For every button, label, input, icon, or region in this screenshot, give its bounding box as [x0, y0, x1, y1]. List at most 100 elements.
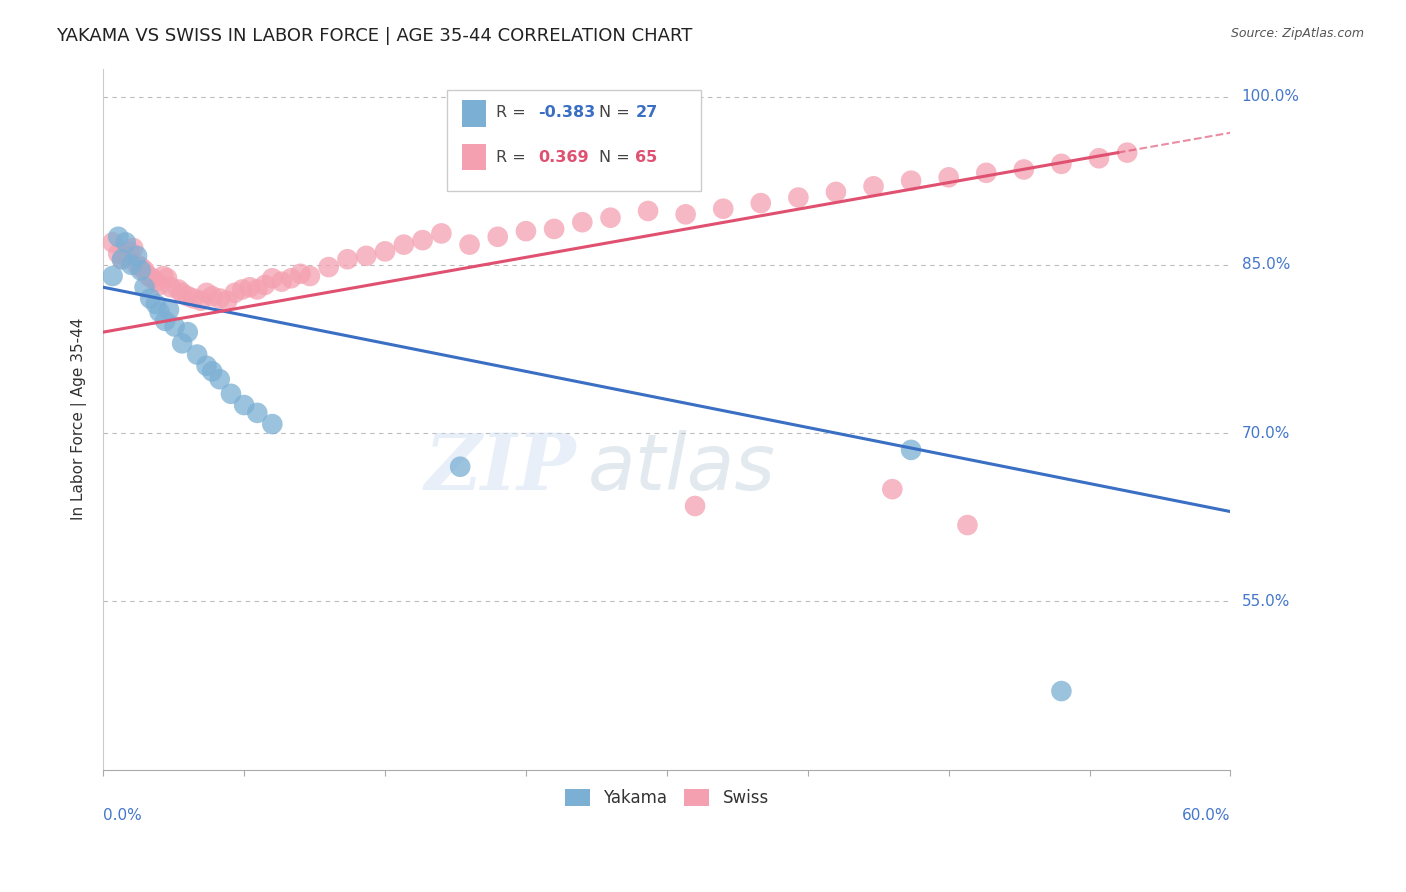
Point — [201, 364, 224, 378]
Point — [1012, 162, 1035, 177]
Text: atlas: atlas — [588, 430, 776, 506]
Point — [148, 278, 170, 293]
Point — [486, 229, 509, 244]
Point — [1116, 145, 1139, 160]
Point — [156, 271, 179, 285]
Point — [177, 289, 200, 303]
Point — [145, 297, 167, 311]
Point — [262, 417, 284, 431]
Point — [900, 174, 922, 188]
Text: N =: N = — [599, 150, 636, 165]
Point — [141, 271, 163, 285]
Point — [1050, 157, 1073, 171]
Point — [231, 283, 253, 297]
Point — [825, 185, 848, 199]
Point — [157, 302, 180, 317]
Point — [280, 271, 302, 285]
Point — [1088, 151, 1111, 165]
Point — [637, 204, 659, 219]
Point — [172, 285, 194, 300]
Point — [107, 229, 129, 244]
Text: -0.383: -0.383 — [538, 105, 596, 120]
Point — [599, 211, 621, 225]
Point — [139, 292, 162, 306]
Point — [177, 325, 200, 339]
Point — [543, 222, 565, 236]
Text: Source: ZipAtlas.com: Source: ZipAtlas.com — [1230, 27, 1364, 40]
Text: 0.0%: 0.0% — [103, 808, 142, 823]
Text: 55.0%: 55.0% — [1241, 594, 1289, 609]
Point — [129, 260, 152, 274]
Point — [239, 280, 262, 294]
Point — [118, 244, 141, 259]
Point — [246, 406, 269, 420]
Point — [900, 442, 922, 457]
Text: 100.0%: 100.0% — [1241, 89, 1299, 104]
Point — [711, 202, 734, 216]
Point — [155, 314, 177, 328]
Point — [172, 336, 194, 351]
Text: 0.369: 0.369 — [538, 150, 589, 165]
Point — [1050, 684, 1073, 698]
Point — [219, 386, 242, 401]
Point — [107, 246, 129, 260]
Point — [787, 190, 810, 204]
Point — [201, 289, 224, 303]
Point — [111, 252, 134, 267]
Point — [101, 268, 124, 283]
Point — [882, 482, 904, 496]
Point — [114, 235, 136, 250]
Point — [134, 280, 156, 294]
Point — [374, 244, 396, 259]
Text: 65: 65 — [636, 150, 658, 165]
Point — [318, 260, 340, 274]
Point — [749, 196, 772, 211]
Point — [136, 268, 159, 283]
Text: 85.0%: 85.0% — [1241, 257, 1289, 272]
Point — [114, 249, 136, 263]
Point — [125, 249, 148, 263]
Point — [224, 285, 246, 300]
Point — [183, 292, 205, 306]
Point — [152, 268, 174, 283]
Y-axis label: In Labor Force | Age 35-44: In Labor Force | Age 35-44 — [72, 318, 87, 520]
Point — [163, 319, 186, 334]
Point — [253, 278, 276, 293]
Point — [217, 293, 239, 308]
Point — [145, 275, 167, 289]
Point — [167, 283, 190, 297]
Point — [148, 305, 170, 319]
FancyBboxPatch shape — [447, 89, 700, 191]
Text: 60.0%: 60.0% — [1182, 808, 1230, 823]
Point — [160, 280, 183, 294]
Point — [111, 252, 134, 267]
Text: 27: 27 — [636, 105, 658, 120]
Point — [190, 293, 212, 308]
Text: YAKAMA VS SWISS IN LABOR FORCE | AGE 35-44 CORRELATION CHART: YAKAMA VS SWISS IN LABOR FORCE | AGE 35-… — [56, 27, 693, 45]
Point — [122, 241, 145, 255]
Text: N =: N = — [599, 105, 636, 120]
Point — [430, 227, 453, 241]
Point — [956, 518, 979, 533]
Point — [246, 283, 269, 297]
Point — [974, 166, 997, 180]
Point — [449, 459, 471, 474]
Point — [134, 263, 156, 277]
Point — [262, 271, 284, 285]
Point — [129, 263, 152, 277]
Text: ZIP: ZIP — [425, 430, 576, 507]
Point — [208, 372, 231, 386]
Point — [125, 258, 148, 272]
Point — [571, 215, 593, 229]
Text: R =: R = — [495, 105, 530, 120]
Point — [195, 359, 218, 373]
Point — [120, 258, 142, 272]
Point — [515, 224, 537, 238]
Point — [354, 249, 377, 263]
Point — [195, 285, 218, 300]
Legend: Yakama, Swiss: Yakama, Swiss — [558, 782, 775, 814]
Point — [298, 268, 321, 283]
Point — [938, 170, 960, 185]
Bar — [461, 144, 486, 170]
Point — [208, 292, 231, 306]
